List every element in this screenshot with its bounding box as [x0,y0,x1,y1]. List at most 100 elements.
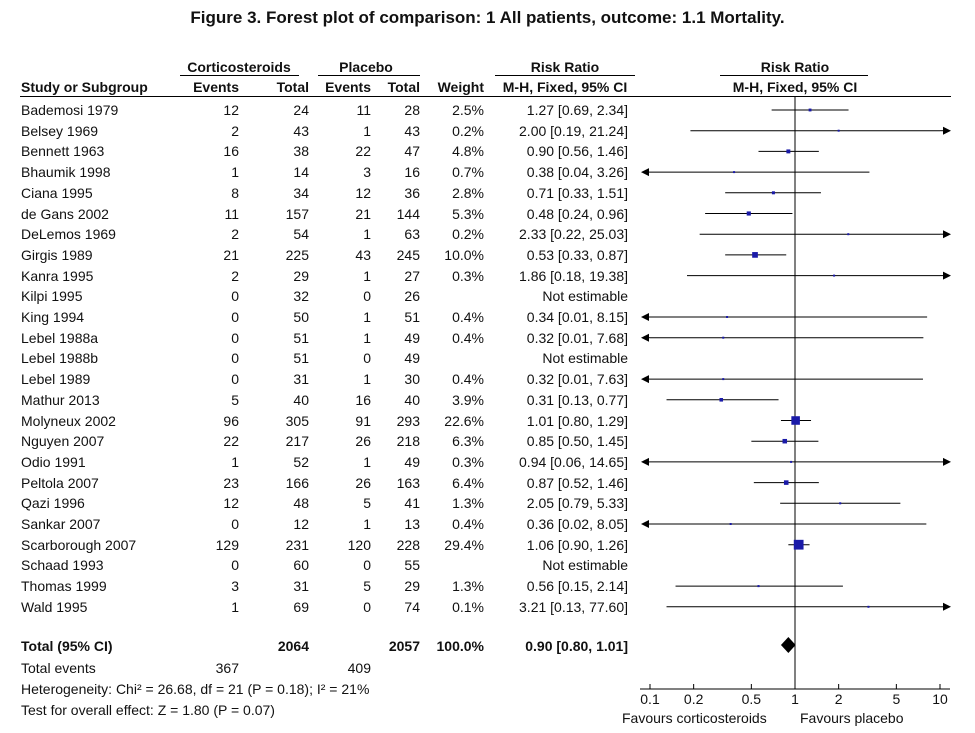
study-name: Bennett 1963 [21,143,105,160]
events1-cell: 5 [231,391,239,408]
events2-cell: 26 [355,433,371,450]
point-estimate-square [790,460,793,463]
ci-text-cell: 3.21 [0.13, 77.60] [519,598,628,615]
weight-cell: 6.4% [452,474,484,491]
events2-cell: 1 [363,371,371,388]
total1-header: Total [276,79,309,95]
events2-cell: 1 [363,516,371,532]
group1-header: Corticosteroids [187,59,291,75]
x-tick-label: 0.1 [640,691,660,707]
ci-text-cell: 0.71 [0.33, 1.51] [526,184,628,201]
events2-cell: 0 [363,350,371,367]
ci-text-cell: 0.85 [0.50, 1.45] [526,433,628,450]
point-estimate-square [847,233,850,236]
heterogeneity-text: Heterogeneity: Chi² = 26.68, df = 21 (P … [21,681,370,697]
events1-cell: 16 [223,143,239,160]
study-name: Lebel 1988b [21,350,99,367]
ci-text-cell: 0.48 [0.24, 0.96] [526,205,628,222]
ci-text-cell: 0.87 [0.52, 1.46] [526,474,628,491]
ci-text-cell: 1.06 [0.90, 1.26] [526,536,628,553]
point-estimate-square [793,539,804,550]
study-name: Kilpi 1995 [21,288,83,305]
total1-cell: 231 [285,536,309,553]
events2-cell: 12 [355,184,371,201]
ci-text-cell: Not estimable [542,557,628,574]
total1-cell: 38 [293,143,309,160]
study-name: Girgis 1989 [21,246,93,263]
weight-header: Weight [437,79,484,95]
point-estimate-square [746,211,751,216]
point-estimate-square [757,585,760,588]
events2-cell: 5 [363,578,371,595]
rr-right-underline [720,75,868,76]
events1-cell: 1 [231,164,239,181]
total1-cell: 52 [293,453,309,470]
overall-effect-text: Test for overall effect: Z = 1.80 (P = 0… [21,702,275,718]
events1-cell: 12 [223,102,239,118]
ci-text-cell: 2.05 [0.79, 5.33] [526,495,628,512]
point-estimate-square [722,378,725,381]
pooled-diamond [780,637,796,653]
events2-cell: 1 [363,226,371,243]
point-estimate-square [733,171,736,174]
weight-cell: 0.4% [452,329,484,346]
events1-cell: 0 [231,309,239,325]
point-estimate-square [752,252,758,258]
events1-cell: 0 [231,557,239,574]
total-events1: 367 [215,660,239,676]
x-tick-label: 0.2 [684,691,704,707]
study-header: Study or Subgroup [21,79,148,95]
total2-cell: 16 [404,164,420,181]
point-estimate-square [726,316,729,318]
total2-cell: 26 [404,288,420,305]
total1-cell: 51 [293,350,309,367]
events1-header: Events [193,79,239,95]
total1-cell: 51 [293,329,309,346]
x-tick-label: 1 [791,691,799,707]
total2-value: 2057 [388,638,420,654]
total2-cell: 55 [404,557,420,574]
study-name: DeLemos 1969 [21,226,116,243]
events1-cell: 8 [231,184,239,201]
events2-cell: 16 [355,391,371,408]
total1-cell: 225 [285,246,309,263]
total2-cell: 245 [396,246,420,263]
weight-cell: 0.4% [452,309,484,325]
ci-arrow-right [943,126,951,135]
ci-arrow-left [641,457,649,466]
events2-cell: 91 [355,412,371,429]
ci-arrow-left [641,333,649,342]
weight-cell: 1.3% [452,495,484,512]
total2-cell: 293 [396,412,420,429]
events2-cell: 43 [355,246,371,263]
total1-cell: 43 [293,122,309,139]
study-name: Molyneux 2002 [21,412,116,429]
ci-text-cell: 0.56 [0.15, 2.14] [526,578,628,595]
weight-cell: 22.6% [444,412,484,429]
total1-cell: 69 [293,598,309,615]
total1-cell: 29 [293,267,309,284]
ci-text-cell: 0.32 [0.01, 7.63] [526,371,628,388]
study-name: King 1994 [21,309,85,325]
study-name: Kanra 1995 [21,267,94,284]
study-name: Lebel 1989 [21,371,91,388]
weight-cell: 0.3% [452,453,484,470]
events1-cell: 129 [215,536,239,553]
total2-cell: 41 [404,495,420,512]
total2-cell: 218 [396,433,420,450]
study-name: Belsey 1969 [21,122,99,139]
total-events-label: Total events [21,660,96,676]
events1-cell: 11 [224,205,239,222]
ci-text-cell: 0.38 [0.04, 3.26] [526,164,628,181]
events2-cell: 22 [355,143,371,160]
x-tick-label: 2 [835,691,843,707]
total2-cell: 40 [404,391,420,408]
weight-cell: 0.4% [452,371,484,388]
events1-cell: 23 [223,474,239,491]
point-estimate-square [719,398,724,402]
ci-text-cell: 0.32 [0.01, 7.68] [526,329,628,346]
ci-text-cell: Not estimable [542,288,628,305]
events1-cell: 2 [231,267,239,284]
events2-header: Events [325,79,371,95]
